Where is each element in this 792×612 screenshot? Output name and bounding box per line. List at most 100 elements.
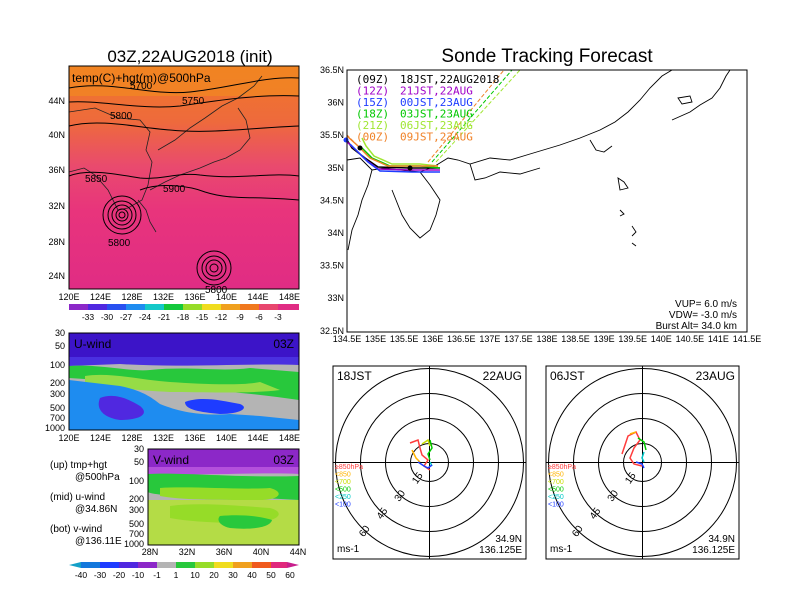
pressure-tick: 700 bbox=[129, 529, 144, 539]
legend-up: (up) tmp+hgt bbox=[50, 460, 107, 471]
colorbar-label: 50 bbox=[266, 570, 276, 580]
lon-tick: 144E bbox=[247, 433, 268, 443]
hodo-legend-item: <500 bbox=[548, 487, 564, 494]
hodo-lat: 34.9N bbox=[708, 534, 735, 545]
lon-tick: 140E bbox=[216, 433, 237, 443]
pressure-tick: 500 bbox=[50, 403, 65, 413]
colorbar-label: -3 bbox=[274, 312, 282, 322]
colorbar-label: -9 bbox=[236, 312, 244, 322]
lon-tick: 120E bbox=[58, 433, 79, 443]
lat-tick: 36N bbox=[216, 547, 233, 557]
map-label: temp(C)+hgt(m)@500hPa bbox=[72, 71, 211, 85]
colorbar-label: 60 bbox=[285, 570, 295, 580]
v-wind-panel: V-wind 03Z bbox=[147, 448, 300, 546]
pressure-tick: 30 bbox=[134, 444, 144, 454]
lon-tick: 134.5E bbox=[333, 334, 362, 344]
hodo-lon: 136.125E bbox=[479, 545, 522, 556]
hodo-time: 06JST bbox=[550, 369, 585, 383]
hodo-legend-item: <100 bbox=[548, 502, 564, 509]
lon-tick: 140E bbox=[216, 292, 237, 302]
colorbar-label: -18 bbox=[177, 312, 190, 322]
lon-tick: 135E bbox=[365, 334, 386, 344]
legend-bot-level: @136.11E bbox=[75, 536, 122, 547]
contour-label: 5800 bbox=[205, 285, 228, 296]
colorbar-label: -27 bbox=[120, 312, 133, 322]
contour-label: 5850 bbox=[85, 174, 108, 185]
lon-tick: 140.5E bbox=[676, 334, 705, 344]
hodo-legend-item: <250 bbox=[548, 494, 564, 501]
run-legend-time: (00Z) bbox=[356, 131, 389, 144]
lat-tick: 36N bbox=[327, 98, 344, 108]
colorbar-label: -21 bbox=[158, 312, 171, 322]
pressure-tick: 50 bbox=[134, 457, 144, 467]
lon-tick: 138.5E bbox=[561, 334, 590, 344]
lat-tick: 33.5N bbox=[320, 261, 344, 271]
colorbar-label: 1 bbox=[174, 570, 179, 580]
lat-tick: 32.5N bbox=[320, 326, 344, 336]
lon-tick: 128E bbox=[121, 433, 142, 443]
contour-label: 5800 bbox=[110, 111, 133, 122]
run-legend-label: 09JST,23AUG bbox=[400, 131, 473, 144]
colorbar-label: -33 bbox=[82, 312, 95, 322]
lon-tick: 137E bbox=[479, 334, 500, 344]
colorbar-label: -24 bbox=[139, 312, 152, 322]
hodo-unit: ms-1 bbox=[550, 544, 573, 555]
lon-tick: 136E bbox=[422, 334, 443, 344]
lon-tick: 132E bbox=[153, 292, 174, 302]
lon-tick: 124E bbox=[90, 433, 111, 443]
hodo-legend-item: <250 bbox=[335, 494, 351, 501]
lat-tick: 44N bbox=[48, 96, 65, 106]
left-title: 03Z,22AUG2018 (init) bbox=[107, 47, 272, 66]
colorbar-label: -40 bbox=[75, 570, 88, 580]
lat-tick: 28N bbox=[142, 547, 159, 557]
pressure-tick: 100 bbox=[50, 360, 65, 370]
lat-tick: 34.5N bbox=[320, 195, 344, 205]
colorbar-label: 20 bbox=[209, 570, 219, 580]
hodo-legend-item: <700 bbox=[548, 479, 564, 486]
u-wind-time: 03Z bbox=[273, 337, 294, 351]
run-legend-label: 06JST,23AUG bbox=[400, 119, 473, 132]
legend-up-level: @500hPa bbox=[75, 472, 120, 483]
lon-tick: 141E bbox=[708, 334, 729, 344]
colorbar-label: -20 bbox=[113, 570, 126, 580]
run-legend-time: (21Z) bbox=[356, 119, 389, 132]
lat-tick: 36N bbox=[48, 165, 65, 175]
hodo-legend-item: <700 bbox=[335, 479, 351, 486]
hodograph-06jst bbox=[545, 365, 740, 560]
pressure-tick: 300 bbox=[129, 505, 144, 515]
contour-label: 5700 bbox=[130, 81, 153, 92]
colorbar-label: 40 bbox=[247, 570, 257, 580]
hodograph-18jst bbox=[332, 365, 527, 560]
lon-tick: 120E bbox=[58, 292, 79, 302]
colorbar-label: 10 bbox=[190, 570, 200, 580]
sonde-track-map bbox=[343, 69, 748, 333]
hodo-legend-item: ≥850hPa bbox=[548, 464, 576, 471]
lat-tick: 24N bbox=[48, 271, 65, 281]
lat-tick: 33N bbox=[327, 293, 344, 303]
run-legend-time: (15Z) bbox=[356, 96, 389, 109]
pressure-tick: 50 bbox=[55, 341, 65, 351]
typhoon-center-1 bbox=[102, 195, 142, 235]
right-title: Sonde Tracking Forecast bbox=[441, 46, 653, 67]
lon-tick: 137.5E bbox=[504, 334, 533, 344]
wind-colorbar bbox=[69, 562, 299, 568]
lat-tick: 36.5N bbox=[320, 65, 344, 75]
typhoon-center-2 bbox=[196, 250, 232, 286]
run-legend-time: (18Z) bbox=[356, 108, 389, 121]
v-wind-label: V-wind bbox=[153, 453, 189, 467]
pressure-tick: 30 bbox=[55, 328, 65, 338]
pressure-tick: 700 bbox=[50, 413, 65, 423]
lat-tick: 40N bbox=[253, 547, 270, 557]
u-wind-label: U-wind bbox=[74, 337, 111, 351]
lon-tick: 148E bbox=[279, 292, 300, 302]
hodo-legend-item: <850 bbox=[335, 472, 351, 479]
run-legend-time: (12Z) bbox=[356, 85, 389, 98]
lat-tick: 35N bbox=[327, 163, 344, 173]
temperature-map: temp(C)+hgt(m)@500hPa 5700 5750 5800 585… bbox=[68, 65, 300, 296]
hodo-legend-item: ≥850hPa bbox=[335, 464, 363, 471]
u-wind-panel: U-wind 03Z bbox=[68, 332, 300, 431]
run-legend-time: (09Z) bbox=[356, 73, 389, 86]
lon-tick: 136E bbox=[184, 292, 205, 302]
pressure-tick: 300 bbox=[50, 389, 65, 399]
